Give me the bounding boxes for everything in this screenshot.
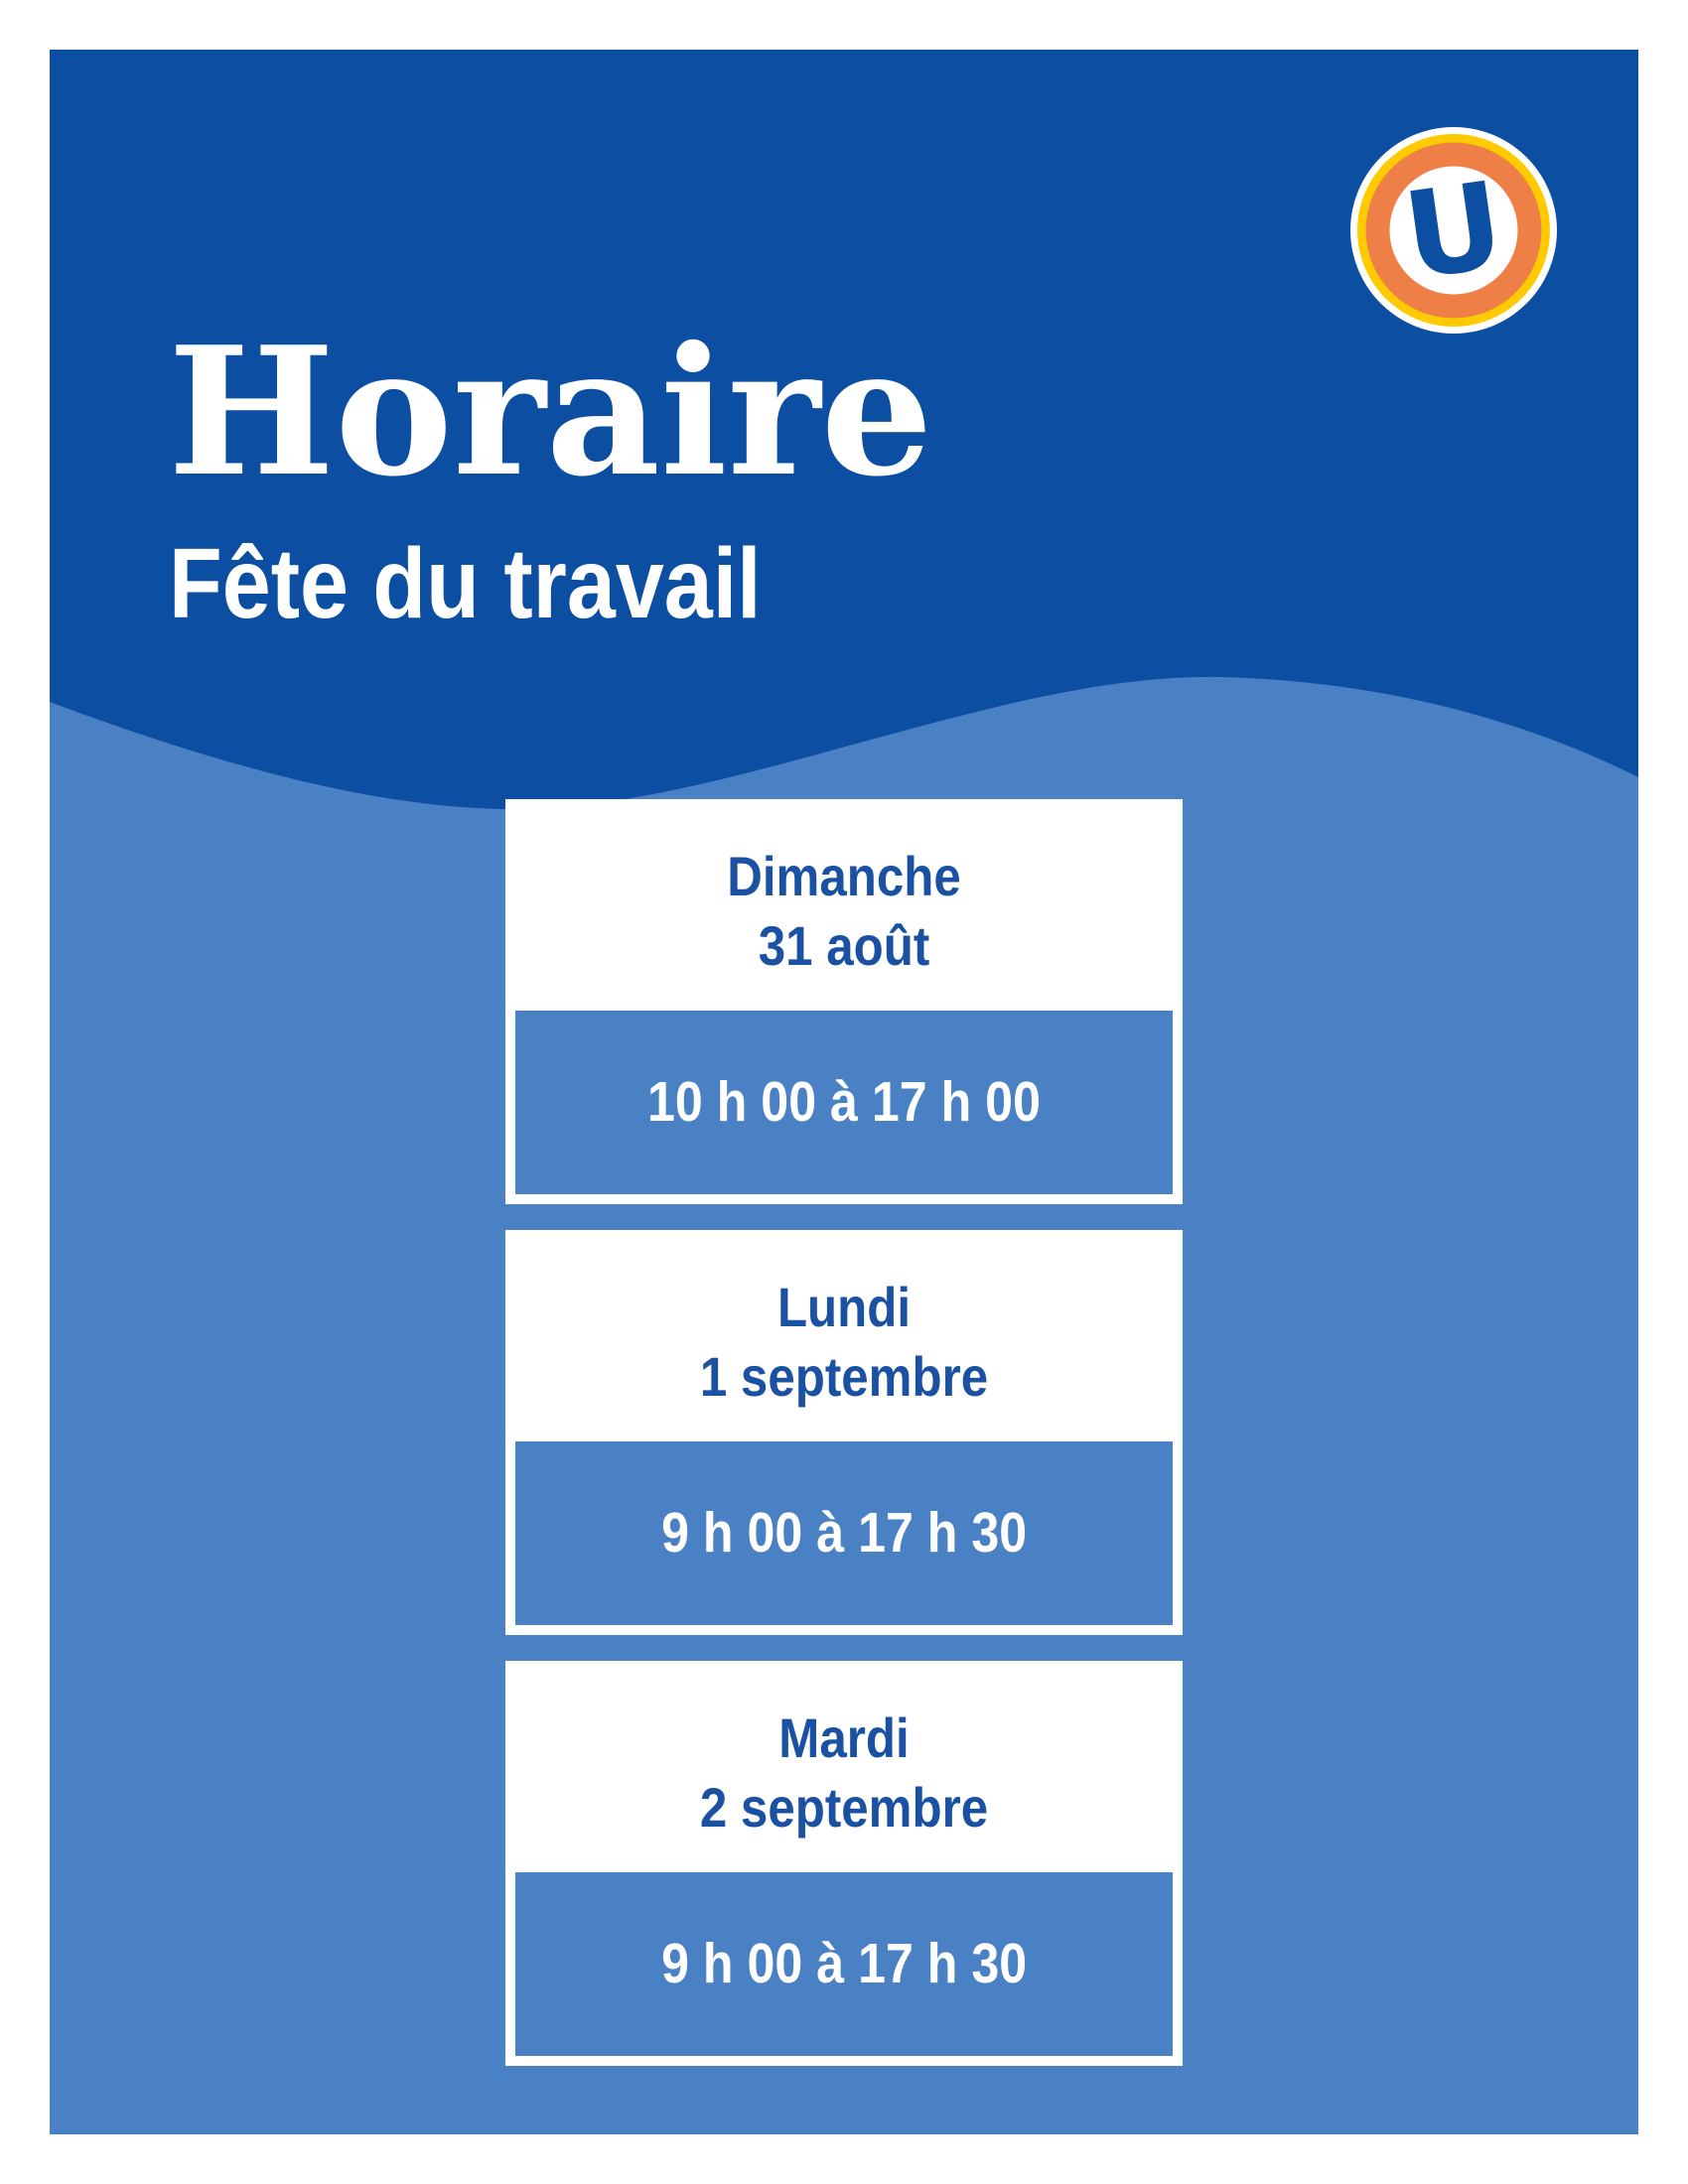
card-hours-box: 9 h 00 à 17 h 30	[515, 1441, 1173, 1625]
logo-inner-white-circle	[1389, 166, 1518, 295]
u-brand-logo-icon: U	[1350, 127, 1557, 334]
page-title: Horaire	[168, 308, 933, 515]
card-hours-label: 10 h 00 à 17 h 00	[647, 1070, 1041, 1134]
card-day-header: Dimanche 31 août	[505, 799, 1183, 1011]
card-date-label: 1 septembre	[699, 1345, 989, 1408]
card-day-label: Dimanche	[727, 845, 961, 907]
card-hours-box: 9 h 00 à 17 h 30	[515, 1872, 1173, 2056]
card-day-header: Mardi 2 septembre	[505, 1661, 1183, 1872]
page-subtitle: Fête du travail	[169, 528, 762, 639]
card-day-label: Mardi	[778, 1706, 910, 1769]
card-date-label: 2 septembre	[699, 1776, 989, 1839]
schedule-card-monday: Lundi 1 septembre 9 h 00 à 17 h 30	[505, 1230, 1183, 1635]
card-day-header: Lundi 1 septembre	[505, 1230, 1183, 1441]
schedule-card-tuesday: Mardi 2 septembre 9 h 00 à 17 h 30	[505, 1661, 1183, 2066]
card-hours-label: 9 h 00 à 17 h 30	[660, 1932, 1028, 1995]
card-hours-box: 10 h 00 à 17 h 00	[515, 1011, 1173, 1194]
wave-divider	[50, 50, 1638, 810]
logo-u-letter: U	[1396, 157, 1511, 307]
poster-content-area: Horaire Fête du travail U Dimanche 31 ao…	[50, 50, 1638, 2134]
schedule-card-sunday: Dimanche 31 août 10 h 00 à 17 h 00	[505, 799, 1183, 1204]
card-date-label: 31 août	[758, 914, 930, 977]
card-day-label: Lundi	[776, 1276, 912, 1338]
card-hours-label: 9 h 00 à 17 h 30	[660, 1501, 1028, 1565]
header-wave-shape	[50, 50, 1638, 810]
